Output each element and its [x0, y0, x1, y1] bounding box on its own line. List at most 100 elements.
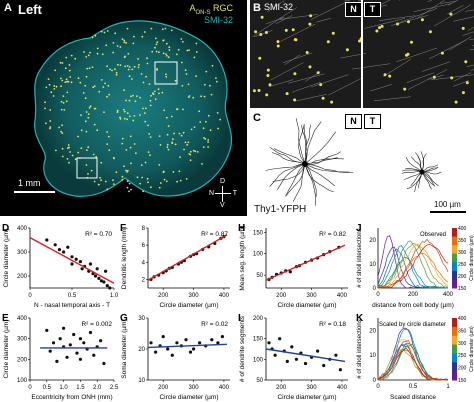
retina-wholemount — [34, 20, 232, 197]
rgc-dot — [179, 156, 182, 159]
x-tick-label: 200 — [276, 385, 287, 391]
rgc-dot — [45, 86, 48, 89]
data-point — [97, 276, 101, 280]
data-point — [102, 361, 106, 366]
rgc-dot — [123, 41, 126, 44]
y-tick-label: 20 — [369, 328, 376, 334]
dendrite — [292, 163, 306, 202]
dendrite — [304, 163, 316, 206]
rgc-dot — [207, 146, 210, 148]
rgc-dot — [116, 111, 119, 113]
colorbar-tick: 150 — [458, 286, 467, 292]
rgc-dot — [115, 71, 118, 74]
neuron-tracings — [265, 118, 466, 213]
rgc-dot — [149, 154, 151, 157]
x-axis-label: N - nasal temporal axis - T — [34, 302, 110, 309]
dendrite — [304, 158, 344, 165]
y-tick-label: 150 — [253, 230, 264, 236]
rgc-dot — [105, 44, 108, 47]
rgc-dot — [165, 75, 168, 78]
rgc-dot — [100, 79, 103, 81]
dendrite — [420, 151, 424, 173]
rgc-dot — [86, 149, 88, 152]
rgc-dot — [196, 151, 199, 153]
rgc-dot — [144, 120, 147, 123]
rgc-marker — [291, 28, 295, 32]
rgc-dot — [195, 42, 198, 45]
rgc-dot — [68, 69, 71, 72]
x-tick-label: 1.5 — [76, 385, 85, 391]
axon-fiber — [453, 16, 474, 22]
axon-fiber — [462, 31, 474, 36]
rgc-dot — [90, 169, 93, 172]
rgc-dot — [69, 151, 71, 153]
rgc-dot — [68, 146, 70, 149]
y-axis-label: Dendritic length (mm) — [121, 227, 128, 289]
axon-fiber — [266, 0, 285, 13]
scale-label-c: 100 µm — [434, 200, 461, 209]
dendrite — [273, 148, 306, 165]
rgc-dot — [143, 31, 146, 33]
rgc-dot — [187, 96, 190, 98]
rgc-dot — [209, 129, 212, 132]
axon-fiber — [288, 73, 325, 84]
rgc-dot — [60, 100, 63, 103]
rgc-dot — [136, 176, 139, 179]
rgc-dot — [203, 95, 206, 98]
rgc-marker — [259, 33, 263, 36]
rgc-dot — [146, 57, 148, 60]
y-tick-label: 100 — [17, 378, 28, 384]
rgc-dot — [117, 63, 119, 66]
sholl-curve — [377, 243, 449, 289]
rgc-dot — [166, 143, 169, 146]
rgc-dot — [149, 104, 152, 107]
rgc-dot — [126, 27, 129, 30]
colorbar-segment — [452, 353, 457, 363]
chart-d: 0 0.5 1.0 200 300 400 R² = 0.70 N - nasal tempo… — [2, 223, 119, 309]
rgc-dot — [165, 54, 168, 57]
axon-fiber — [466, 64, 474, 67]
rgc-dot — [92, 153, 95, 156]
x-tick-label: 200 — [158, 293, 169, 299]
y-tick-label: 100 — [253, 357, 264, 363]
rgc-dot — [189, 153, 192, 156]
rgc-dot — [205, 70, 208, 73]
axon-fiber — [465, 9, 474, 12]
rgc-dot — [141, 35, 144, 38]
rgc-dot — [87, 173, 89, 175]
colorbar-tick: 150 — [458, 378, 467, 384]
rgc-dot — [121, 175, 124, 178]
rgc-dot — [158, 164, 161, 166]
sholl-curve — [377, 240, 449, 289]
colorbar-segment — [452, 279, 457, 289]
colorbar-segment — [452, 228, 457, 238]
rgc-dot — [93, 85, 96, 88]
rgc-dot — [133, 65, 136, 68]
dendrite — [304, 163, 335, 187]
rgc-dot — [185, 73, 188, 75]
data-point — [273, 353, 277, 357]
rgc-dot — [185, 178, 188, 180]
rgc-dot — [133, 115, 136, 117]
rgc-dot — [128, 75, 131, 78]
y-axis-label: Mean seg. length (µm) — [239, 225, 246, 290]
regression-line — [29, 236, 115, 284]
rgc-dot — [150, 186, 152, 189]
data-point — [70, 262, 74, 266]
rgc-dot — [87, 116, 90, 119]
rgc-dot — [61, 124, 63, 127]
x-tick-label: 400 — [443, 292, 454, 298]
colorbar-segment — [452, 362, 457, 372]
dendrite — [421, 171, 442, 175]
rgc-dot — [161, 91, 164, 94]
rgc-dot — [181, 40, 184, 43]
dendrite — [421, 171, 432, 190]
axon-fiber — [413, 3, 452, 12]
rgc-dot — [82, 92, 85, 94]
rgc-dot — [123, 117, 126, 120]
rgc-dot — [54, 69, 57, 72]
rgc-dot — [128, 190, 130, 193]
data-point — [80, 267, 84, 271]
rgc-dot — [85, 164, 88, 166]
